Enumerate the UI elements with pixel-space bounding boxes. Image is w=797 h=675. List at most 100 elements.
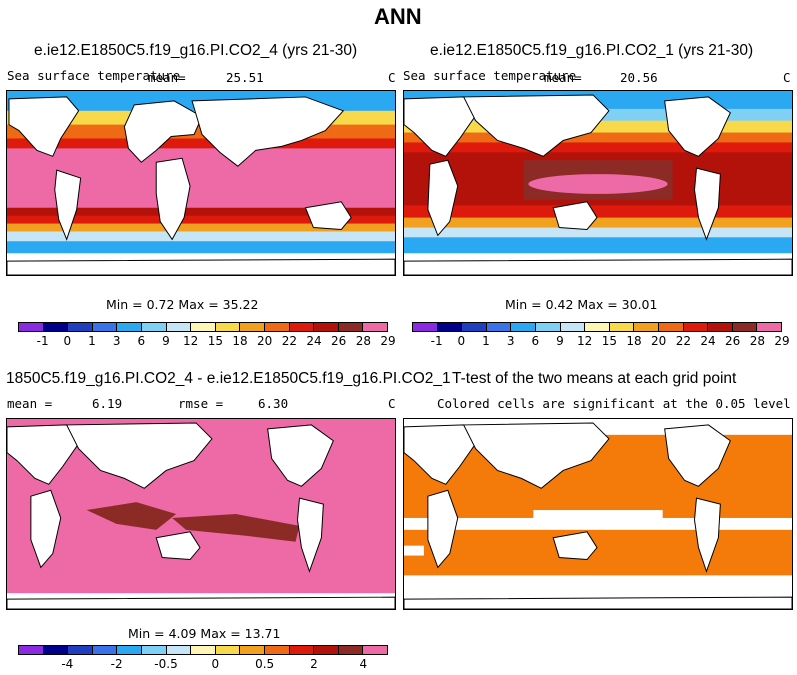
- colorbar-tick-label: 3: [112, 334, 121, 348]
- colorbar-swatch: [117, 646, 142, 654]
- colorbar-tick-label: 12: [577, 334, 593, 348]
- colorbar-tick-label: 29: [774, 334, 790, 348]
- panel3-stats: Min = 4.09 Max = 13.71: [128, 626, 281, 641]
- colorbar-swatch: [191, 323, 216, 331]
- colorbar-swatch: [191, 646, 216, 654]
- colorbar-tick-label: 24: [700, 334, 716, 348]
- colorbar-swatch: [19, 646, 44, 654]
- panel1-mean-label: mean=: [148, 70, 186, 85]
- colorbar-swatch: [462, 323, 487, 331]
- colorbar-tick-label: 29: [380, 334, 396, 348]
- colorbar-tick-label: 0.5: [255, 657, 275, 671]
- panel2-mean-value: 20.56: [620, 70, 658, 85]
- colorbar-tick-label: 22: [675, 334, 691, 348]
- colorbar-swatch: [166, 646, 192, 654]
- panel2-stats: Min = 0.42 Max = 30.01: [505, 297, 658, 312]
- colorbar-tick-label: 2: [310, 657, 318, 671]
- panel3-rmse-value: 6.30: [258, 396, 289, 411]
- colorbar-swatch: [585, 323, 610, 331]
- colorbar-swatch: [486, 323, 512, 331]
- colorbar-swatch: [240, 323, 265, 331]
- colorbar-swatch: [92, 323, 118, 331]
- panel3-rmse-label: rmse =: [178, 396, 224, 411]
- colorbar-swatch: [289, 646, 315, 654]
- colorbar-swatch: [264, 323, 290, 331]
- colorbar-swatch: [757, 323, 781, 331]
- colorbar-tick-label: 15: [601, 334, 617, 348]
- colorbar-tick-label: -1: [36, 334, 49, 348]
- colorbar-tick-label: 28: [749, 334, 765, 348]
- colorbar-swatch: [314, 323, 339, 331]
- colorbar-swatch: [68, 646, 93, 654]
- colorbar-swatch: [732, 323, 758, 331]
- colorbar-tick-label: 18: [232, 334, 248, 348]
- colorbar-tick-label: 28: [355, 334, 371, 348]
- colorbar-swatch: [437, 323, 463, 331]
- colorbar-tick-label: -4: [61, 657, 74, 671]
- panel4-title: T-test of the two means at each grid poi…: [452, 370, 737, 387]
- panel2-colorbar: [412, 322, 782, 332]
- panel1-variable: Sea surface temperature: [7, 68, 181, 83]
- colorbar-tick-label: 0: [211, 657, 220, 671]
- panel2-units: C: [783, 70, 791, 85]
- colorbar-tick-label: 24: [306, 334, 322, 348]
- colorbar-swatch: [166, 323, 192, 331]
- panel1-title: e.ie12.E1850C5.f19_g16.PI.CO2_4 (yrs 21-…: [34, 42, 358, 59]
- colorbar-tick-label: 22: [281, 334, 297, 348]
- colorbar-swatch: [338, 646, 364, 654]
- colorbar-tick-label: 26: [725, 334, 741, 348]
- panel3-mean-value: 6.19: [92, 396, 123, 411]
- panel4-map: [403, 418, 793, 610]
- panel2-variable: Sea surface temperature: [403, 68, 577, 83]
- colorbar-swatch: [708, 323, 733, 331]
- colorbar-tick-label: 0: [457, 334, 466, 348]
- colorbar-swatch: [535, 323, 561, 331]
- colorbar-swatch: [215, 646, 241, 654]
- colorbar-swatch: [240, 646, 265, 654]
- colorbar-tick-label: 9: [162, 334, 170, 348]
- colorbar-tick-label: 15: [207, 334, 223, 348]
- colorbar-tick-label: 20: [651, 334, 667, 348]
- panel1-map: [6, 90, 396, 276]
- colorbar-tick-label: 20: [257, 334, 273, 348]
- colorbar-swatch: [43, 323, 69, 331]
- colorbar-swatch: [141, 646, 167, 654]
- colorbar-swatch: [413, 323, 438, 331]
- colorbar-tick-label: 9: [556, 334, 564, 348]
- colorbar-tick-label: 3: [506, 334, 515, 348]
- colorbar-swatch: [92, 646, 118, 654]
- colorbar-tick-label: 1: [482, 334, 490, 348]
- panel1-units: C: [388, 70, 396, 85]
- panel1-colorbar: [18, 322, 388, 332]
- colorbar-swatch: [560, 323, 586, 331]
- colorbar-tick-label: 26: [331, 334, 347, 348]
- colorbar-tick-label: 4: [359, 657, 368, 671]
- colorbar-tick-label: 6: [137, 334, 146, 348]
- colorbar-swatch: [363, 646, 387, 654]
- panel4-subtitle: Colored cells are significant at the 0.0…: [437, 396, 791, 411]
- colorbar-tick-label: 6: [531, 334, 540, 348]
- colorbar-swatch: [363, 323, 387, 331]
- panel2-map: [403, 90, 793, 276]
- colorbar-tick-label: 12: [183, 334, 199, 348]
- panel3-mean-label: mean =: [7, 396, 53, 411]
- colorbar-swatch: [511, 323, 536, 331]
- colorbar-tick-label: -1: [430, 334, 443, 348]
- colorbar-swatch: [609, 323, 635, 331]
- colorbar-swatch: [141, 323, 167, 331]
- panel1-mean-value: 25.51: [226, 70, 264, 85]
- colorbar-swatch: [215, 323, 241, 331]
- panel2-title: e.ie12.E1850C5.f19_g16.PI.CO2_1 (yrs 21-…: [430, 42, 754, 59]
- colorbar-swatch: [683, 323, 709, 331]
- colorbar-tick-label: 18: [626, 334, 642, 348]
- colorbar-swatch: [117, 323, 142, 331]
- colorbar-tick-label: 1: [88, 334, 96, 348]
- panel3-units: C: [388, 396, 396, 411]
- colorbar-swatch: [658, 323, 684, 331]
- colorbar-swatch: [68, 323, 93, 331]
- colorbar-swatch: [43, 646, 69, 654]
- colorbar-swatch: [264, 646, 290, 654]
- colorbar-tick-label: -2: [110, 657, 123, 671]
- panel2-mean-label: mean=: [544, 70, 582, 85]
- colorbar-tick-label: -0.5: [154, 657, 178, 671]
